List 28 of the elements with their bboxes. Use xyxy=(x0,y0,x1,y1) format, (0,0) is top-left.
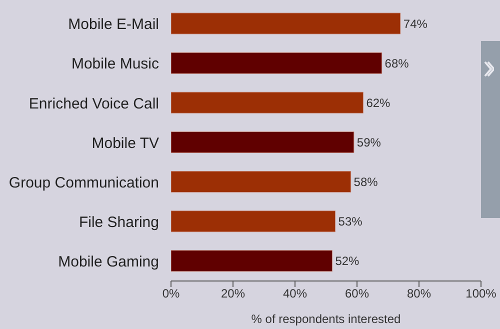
x-tick-label: 40% xyxy=(282,286,308,301)
data-label: 74% xyxy=(403,16,428,31)
bar xyxy=(171,171,352,193)
bar xyxy=(171,131,354,153)
x-tick-label: 20% xyxy=(220,286,246,301)
y-tick-label: Mobile E-Mail xyxy=(68,16,159,34)
data-label: 59% xyxy=(356,135,382,150)
y-tick-label: Group Communication xyxy=(8,174,159,192)
x-axis-title: % of respondents interested xyxy=(251,312,401,326)
y-tick-label: Mobile Gaming xyxy=(58,254,159,271)
y-tick-label: Enriched Voice Call xyxy=(28,95,159,112)
bar xyxy=(171,52,382,74)
bar xyxy=(171,92,364,114)
x-tick-label: 0% xyxy=(162,286,180,301)
bar xyxy=(171,12,401,34)
bar xyxy=(171,210,336,232)
bar xyxy=(171,250,332,272)
data-label: 52% xyxy=(335,254,360,268)
data-label: 53% xyxy=(338,214,363,229)
x-tick-label: 60% xyxy=(344,286,370,301)
data-label: 58% xyxy=(354,175,378,190)
y-tick-label: Mobile TV xyxy=(92,134,159,152)
x-tick-label: 100% xyxy=(466,286,497,301)
data-label: 62% xyxy=(366,96,391,110)
x-tick-label: 80% xyxy=(406,286,432,301)
y-tick-label: Mobile Music xyxy=(71,56,160,73)
data-label: 68% xyxy=(384,56,410,70)
y-tick-label: File Sharing xyxy=(78,214,159,231)
